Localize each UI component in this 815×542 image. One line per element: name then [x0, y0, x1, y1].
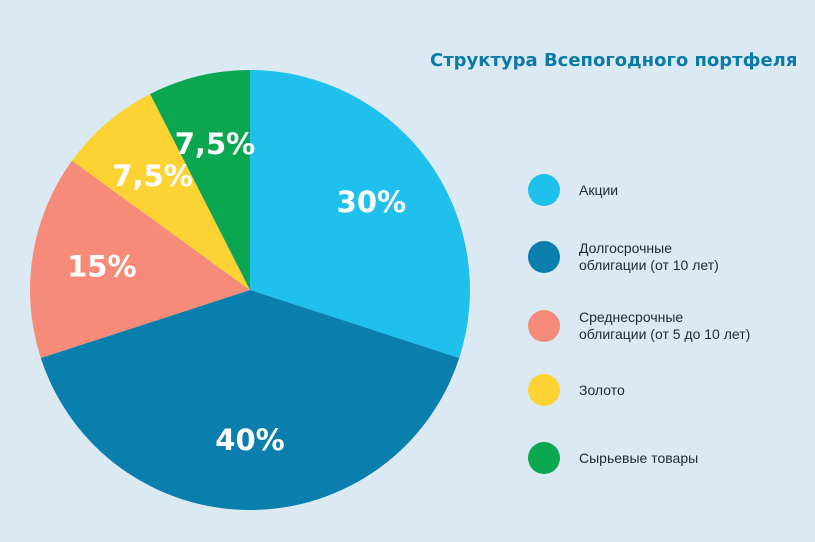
legend-label: Акции — [579, 181, 619, 198]
legend-label: Сырьевые товары — [579, 449, 699, 466]
slice-label-long-bonds: 40% — [215, 423, 284, 457]
slice-label-gold: 7,5% — [112, 159, 192, 193]
legend-label: Золото — [579, 381, 625, 398]
legend-item-stocks: Акции — [528, 174, 788, 206]
pie-slice-commodities — [150, 70, 250, 290]
chart-title: Структура Всепогодного портфеля — [430, 50, 798, 71]
legend-label: Долгосрочные облигации (от 10 лет) — [579, 240, 719, 273]
legend-swatch — [528, 174, 560, 206]
pie-slice-stocks — [250, 70, 470, 358]
pie-slice-mid-bonds — [29, 160, 251, 358]
legend-swatch — [528, 241, 560, 273]
legend-swatch — [528, 310, 560, 342]
legend-item-long-bonds: Долгосрочные облигации (от 10 лет) — [528, 240, 788, 274]
slice-label-stocks: 30% — [337, 185, 406, 219]
slice-label-mid-bonds: 15% — [67, 250, 136, 284]
legend-swatch — [528, 442, 560, 474]
legend-label: Среднесрочные облигации (от 5 до 10 лет) — [579, 309, 751, 342]
legend-item-gold: Золото — [528, 374, 788, 406]
legend-item-mid-bonds: Среднесрочные облигации (от 5 до 10 лет) — [528, 309, 788, 343]
legend-swatch — [528, 374, 560, 406]
slice-label-commodities: 7,5% — [175, 127, 255, 161]
pie-slice-gold — [72, 93, 250, 290]
legend-item-commodities: Сырьевые товары — [528, 442, 788, 474]
pie-slice-long-bonds — [40, 290, 460, 510]
